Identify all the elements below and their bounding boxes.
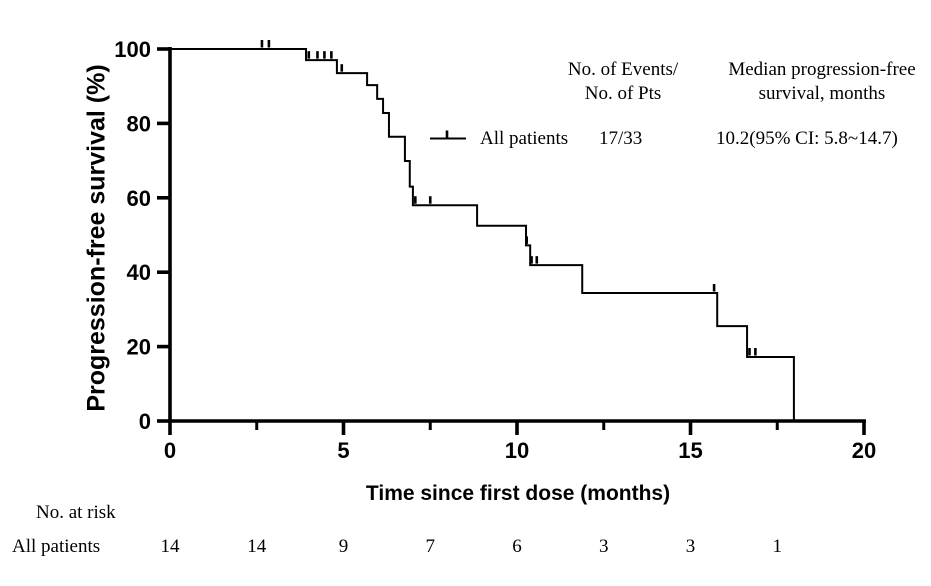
censor-marks <box>260 40 757 356</box>
risk-count: 3 <box>685 536 696 557</box>
x-tick-label: 5 <box>337 438 349 463</box>
tick-labels: 0 20 40 60 80 100 0 5 10 15 20 <box>114 37 876 463</box>
legend-events-value: 17/33 <box>599 128 643 149</box>
x-axis-title: Time since first dose (months) <box>365 482 671 505</box>
x-tick-label: 20 <box>852 438 876 463</box>
events-header-line2: No. of Pts <box>584 83 662 104</box>
axes <box>157 47 866 435</box>
risk-count: 14 <box>247 536 267 557</box>
y-tick-label: 80 <box>127 111 151 136</box>
y-tick-label: 20 <box>127 335 151 360</box>
y-tick-label: 0 <box>139 409 151 434</box>
risk-count: 14 <box>160 536 180 557</box>
risk-count: 9 <box>338 536 349 557</box>
events-header: No. of Events/ No. of Pts <box>568 58 678 106</box>
events-header-line1: No. of Events/ <box>567 59 679 80</box>
survival-curve-legend-icon <box>430 130 466 140</box>
risk-count: 3 <box>599 536 609 557</box>
y-tick-label: 40 <box>127 260 151 285</box>
risk-count: 1 <box>772 536 783 557</box>
median-header-line2: survival, months <box>758 83 886 104</box>
legend-median-value: 10.2(95% CI: 5.8~14.7) <box>716 128 898 149</box>
risk-table-title: No. at risk <box>36 502 116 523</box>
risk-count: 6 <box>512 536 522 557</box>
risk-row-label: All patients <box>12 536 101 557</box>
y-tick-label: 60 <box>127 186 151 211</box>
median-header-line1: Median progression-free <box>728 59 916 80</box>
median-header: Median progression-free survival, months <box>728 58 915 106</box>
x-tick-label: 0 <box>164 438 176 463</box>
y-tick-label: 100 <box>114 37 151 62</box>
risk-count: 7 <box>425 536 436 557</box>
x-tick-label: 10 <box>505 438 529 463</box>
x-tick-label: 15 <box>678 438 702 463</box>
legend-series-label: All patients <box>480 128 569 149</box>
km-curve <box>170 48 795 421</box>
